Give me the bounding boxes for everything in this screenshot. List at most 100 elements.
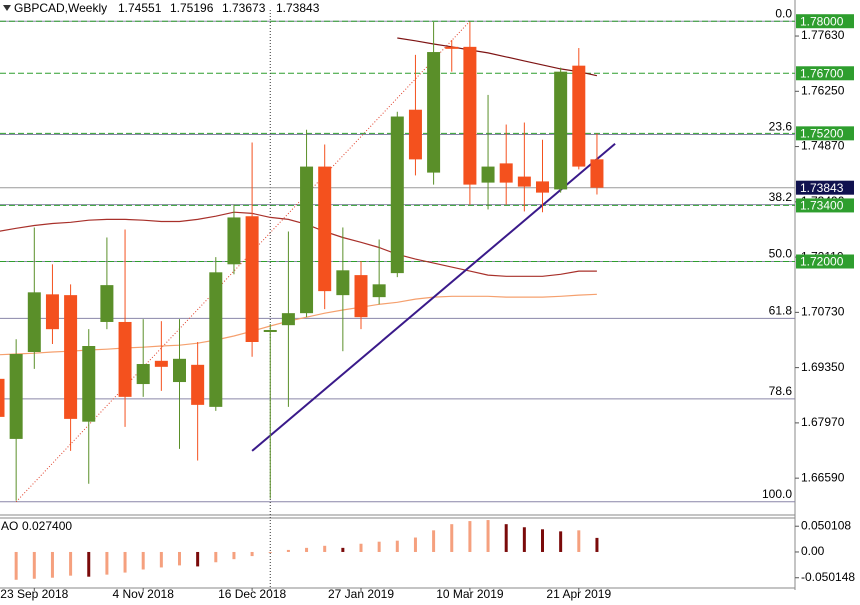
ohlc-open: 1.74551 [118, 1, 162, 15]
price-line-tag [796, 254, 854, 269]
y-tick-label: 0.050108 [801, 518, 851, 532]
ao-bar [159, 551, 163, 568]
y-tick-label: 1.69350 [801, 360, 845, 374]
candle-body [481, 166, 495, 183]
ao-bar [14, 551, 18, 580]
y-tick-label: 1.74870 [801, 139, 845, 153]
fib-label: 78.6 [769, 384, 793, 398]
candle-body [154, 360, 168, 367]
indicator-value: 0.027400 [22, 519, 72, 533]
price-line-tag [796, 66, 854, 81]
ao-bar [377, 541, 381, 552]
ohlc-low: 1.73673 [222, 1, 266, 15]
ao-bar [32, 551, 36, 579]
fib-label: 23.6 [769, 120, 793, 134]
ao-bar [250, 551, 254, 557]
price-line-label: 1.76700 [800, 66, 844, 80]
price-line-label: 1.75200 [800, 127, 844, 141]
x-tick-label: 16 Dec 2018 [218, 587, 286, 601]
ao-bar [178, 551, 181, 566]
candle-body [136, 364, 150, 385]
ao-bar [50, 551, 54, 578]
ao-bar [432, 530, 436, 552]
y-tick-label: 1.70730 [801, 305, 845, 319]
ao-bar [341, 547, 345, 552]
symbol-title: GBPCAD,Weekly [14, 1, 107, 15]
price-line-label: 1.78000 [800, 14, 844, 28]
candle-body [517, 176, 531, 187]
ao-bar [504, 524, 508, 552]
x-tick-label: 27 Jan 2019 [328, 587, 394, 601]
price-line-tag [796, 198, 854, 213]
ao-bar [232, 551, 236, 560]
candle-body [118, 321, 132, 397]
candle-body [45, 294, 59, 330]
candle-body [445, 46, 459, 49]
price-line-label: 1.72000 [800, 255, 844, 269]
x-tick-label: 21 Apr 2019 [546, 587, 611, 601]
fib-label: 100.0 [762, 487, 792, 501]
candle-body [9, 354, 23, 439]
candle-body [300, 166, 314, 314]
price-line-label: 1.73400 [800, 199, 844, 213]
ao-bar [577, 530, 581, 552]
price-line-tag [796, 126, 854, 141]
candle-body [408, 109, 422, 160]
indicator-title: AO [1, 519, 18, 533]
ao-bar [395, 540, 399, 552]
candle-body [572, 65, 586, 167]
candle-body [390, 116, 404, 274]
ao-bar [286, 549, 290, 552]
ohlc-close: 1.73843 [276, 1, 320, 15]
candle-body [499, 163, 513, 183]
candle-body [354, 275, 368, 318]
ao-bar [123, 551, 127, 573]
ao-bar [323, 545, 327, 552]
x-tick-label: 4 Nov 2018 [113, 587, 175, 601]
price-line-tag [796, 14, 854, 29]
ao-bar [196, 551, 200, 567]
ao-bar [359, 543, 363, 552]
y-tick-label: 1.77630 [801, 28, 845, 42]
ao-bar [141, 551, 145, 570]
candle-body [536, 181, 549, 193]
ao-bar [541, 529, 544, 552]
ohlc-high: 1.75196 [170, 1, 214, 15]
fib-label: 50.0 [769, 247, 793, 261]
candle-body [0, 378, 5, 417]
y-tick-label: -0.050148 [801, 570, 855, 584]
fib-label: 0.0 [775, 6, 792, 20]
moving-average [397, 37, 598, 77]
candle-body [27, 292, 41, 353]
candle-body [263, 329, 277, 332]
candle-body [173, 358, 186, 383]
ao-bar [559, 531, 563, 552]
ao-bar [595, 537, 599, 552]
candle-body [82, 345, 96, 422]
ao-bar [87, 551, 91, 577]
ao-bar [69, 551, 73, 576]
candle-body [281, 313, 295, 326]
candle-body [336, 270, 350, 296]
ao-bar [413, 537, 417, 552]
candle-body [318, 166, 332, 292]
ao-bar [450, 524, 454, 552]
trendline [251, 142, 616, 452]
candle-body [463, 46, 477, 185]
collapse-arrow[interactable] [3, 5, 11, 11]
moving-average [0, 293, 597, 356]
candle-body [209, 272, 223, 407]
candle-body [590, 159, 604, 188]
ao-bar [486, 520, 490, 552]
current-price-tag [796, 180, 854, 195]
y-tick-label: 1.66590 [801, 470, 845, 484]
ao-bar [105, 551, 109, 575]
y-tick-label: 1.67970 [801, 415, 845, 429]
candle-body [372, 284, 386, 298]
current-price-label: 1.73843 [800, 181, 844, 195]
candle-body [227, 217, 241, 265]
y-tick-label: 0.00 [801, 544, 825, 558]
plot-area [0, 10, 795, 590]
fib-label: 61.8 [769, 304, 793, 318]
candle-body [100, 285, 114, 322]
